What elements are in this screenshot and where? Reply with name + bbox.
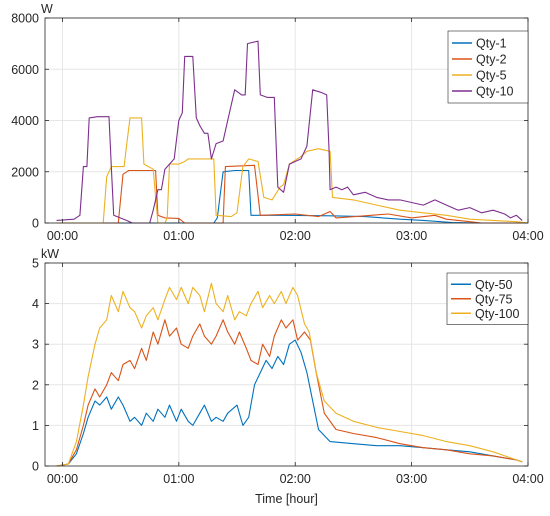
x-tick-label: 01:00: [163, 229, 194, 243]
axes-box: [44, 262, 529, 467]
x-tick-label: 03:00: [396, 472, 427, 486]
chart-panel-2: 00:00 01:00 02:00 03:00 04:00 0 1 2 3 4 5kW Time [h…: [32, 247, 544, 506]
series-line-qty-75: [56, 319, 523, 467]
chart-panel-1: 00:00 01:00 02:00 03:00 04:00 0 2000 4000 6000 80…: [11, 2, 544, 243]
y-tick-label: 4: [32, 297, 39, 311]
x-tick-label: 04:00: [512, 229, 543, 243]
y-tick-label: 2: [32, 378, 39, 392]
legend-entry: Qty-50: [475, 278, 513, 292]
y-unit-label: kW: [41, 247, 59, 261]
x-axis-label: Time [hour]: [255, 492, 318, 506]
x-tick-label: 02:00: [280, 229, 311, 243]
x-tick-label: 02:00: [280, 472, 311, 486]
y-tick-label: 4000: [11, 114, 39, 128]
legend-entry: Qty-2: [476, 53, 507, 67]
legend-entry: Qty-5: [476, 69, 507, 83]
series-line-qty-5: [56, 117, 529, 224]
legend-entry: Qty-1: [476, 37, 507, 51]
series-line-qty-2: [56, 164, 528, 224]
legend-entry: Qty-100: [475, 307, 520, 321]
series-line-qty-100: [56, 282, 523, 467]
y-tick-label: 2000: [11, 165, 39, 179]
y-tick-label: 0: [32, 460, 39, 474]
series-line-qty-1: [56, 169, 528, 224]
y-tick-label: 0: [32, 217, 39, 231]
x-tick-label: 00:00: [47, 472, 78, 486]
legend-entry: Qty-10: [476, 85, 514, 99]
y-tick-label: 3: [32, 338, 39, 352]
y-tick-label: 5: [32, 257, 39, 271]
x-tick-label: 00:00: [47, 229, 78, 243]
x-tick-label: 01:00: [163, 472, 194, 486]
legend: Qty-1 Qty-2 Qty-5 Qty-10: [447, 30, 529, 104]
series-line-qty-50: [56, 339, 523, 467]
y-tick-label: 8000: [11, 12, 39, 26]
y-tick-label: 6000: [11, 63, 39, 77]
x-tick-label: 04:00: [512, 472, 543, 486]
y-unit-label: W: [41, 2, 53, 16]
y-tick-label: 1: [32, 419, 39, 433]
x-tick-label: 03:00: [396, 229, 427, 243]
legend-entry: Qty-75: [475, 292, 513, 306]
